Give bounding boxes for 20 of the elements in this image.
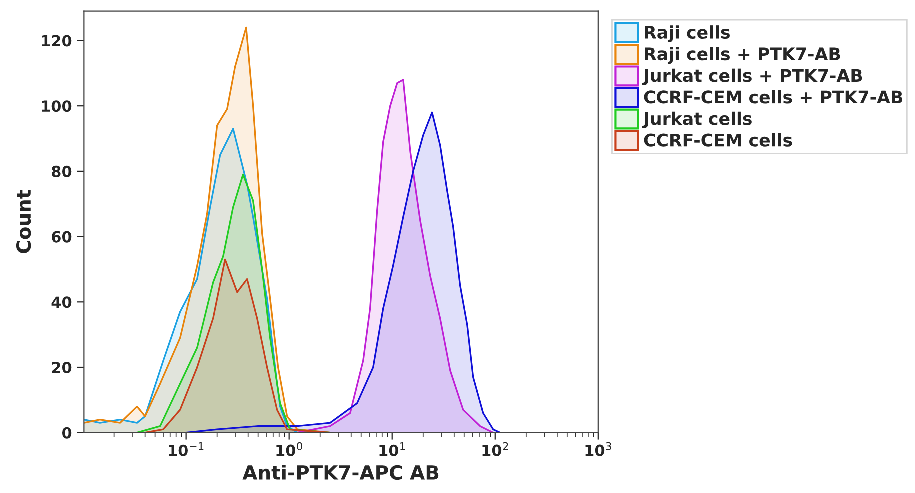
x-tick-label: 10$^{−1}$ [169, 442, 204, 456]
x-axis-title: Anti-PTK7-APC AB [242, 465, 439, 480]
legend-label: Jurkat cells + PTK7-AB [642, 68, 862, 86]
x-tick-label: 10$^{3}$ [586, 442, 612, 456]
x-tick-label: 10$^{2}$ [482, 442, 508, 456]
y-tick-label: 80 [52, 166, 72, 178]
y-tick-label: 20 [52, 362, 72, 374]
legend-label: Raji cells [645, 26, 730, 43]
legend-label: Raji cells + PTK7-AB [645, 47, 840, 64]
y-axis-title: Count [16, 190, 32, 254]
x-tick-label: 10$^{0}$ [276, 442, 302, 456]
y-tick-label: 60 [52, 231, 72, 243]
y-tick-label: 40 [52, 296, 72, 308]
y-tick-label: 100 [42, 100, 72, 112]
y-tick-label: 120 [42, 35, 72, 47]
legend-label: CCRF-CEM cells + PTK7-AB [644, 90, 902, 104]
x-tick-label: 10$^{1}$ [380, 442, 406, 456]
y-tick-label: 0 [62, 427, 72, 439]
legend-label: Jurkat cells [642, 112, 752, 129]
legend-label: CCRF-CEM cells [644, 133, 792, 147]
